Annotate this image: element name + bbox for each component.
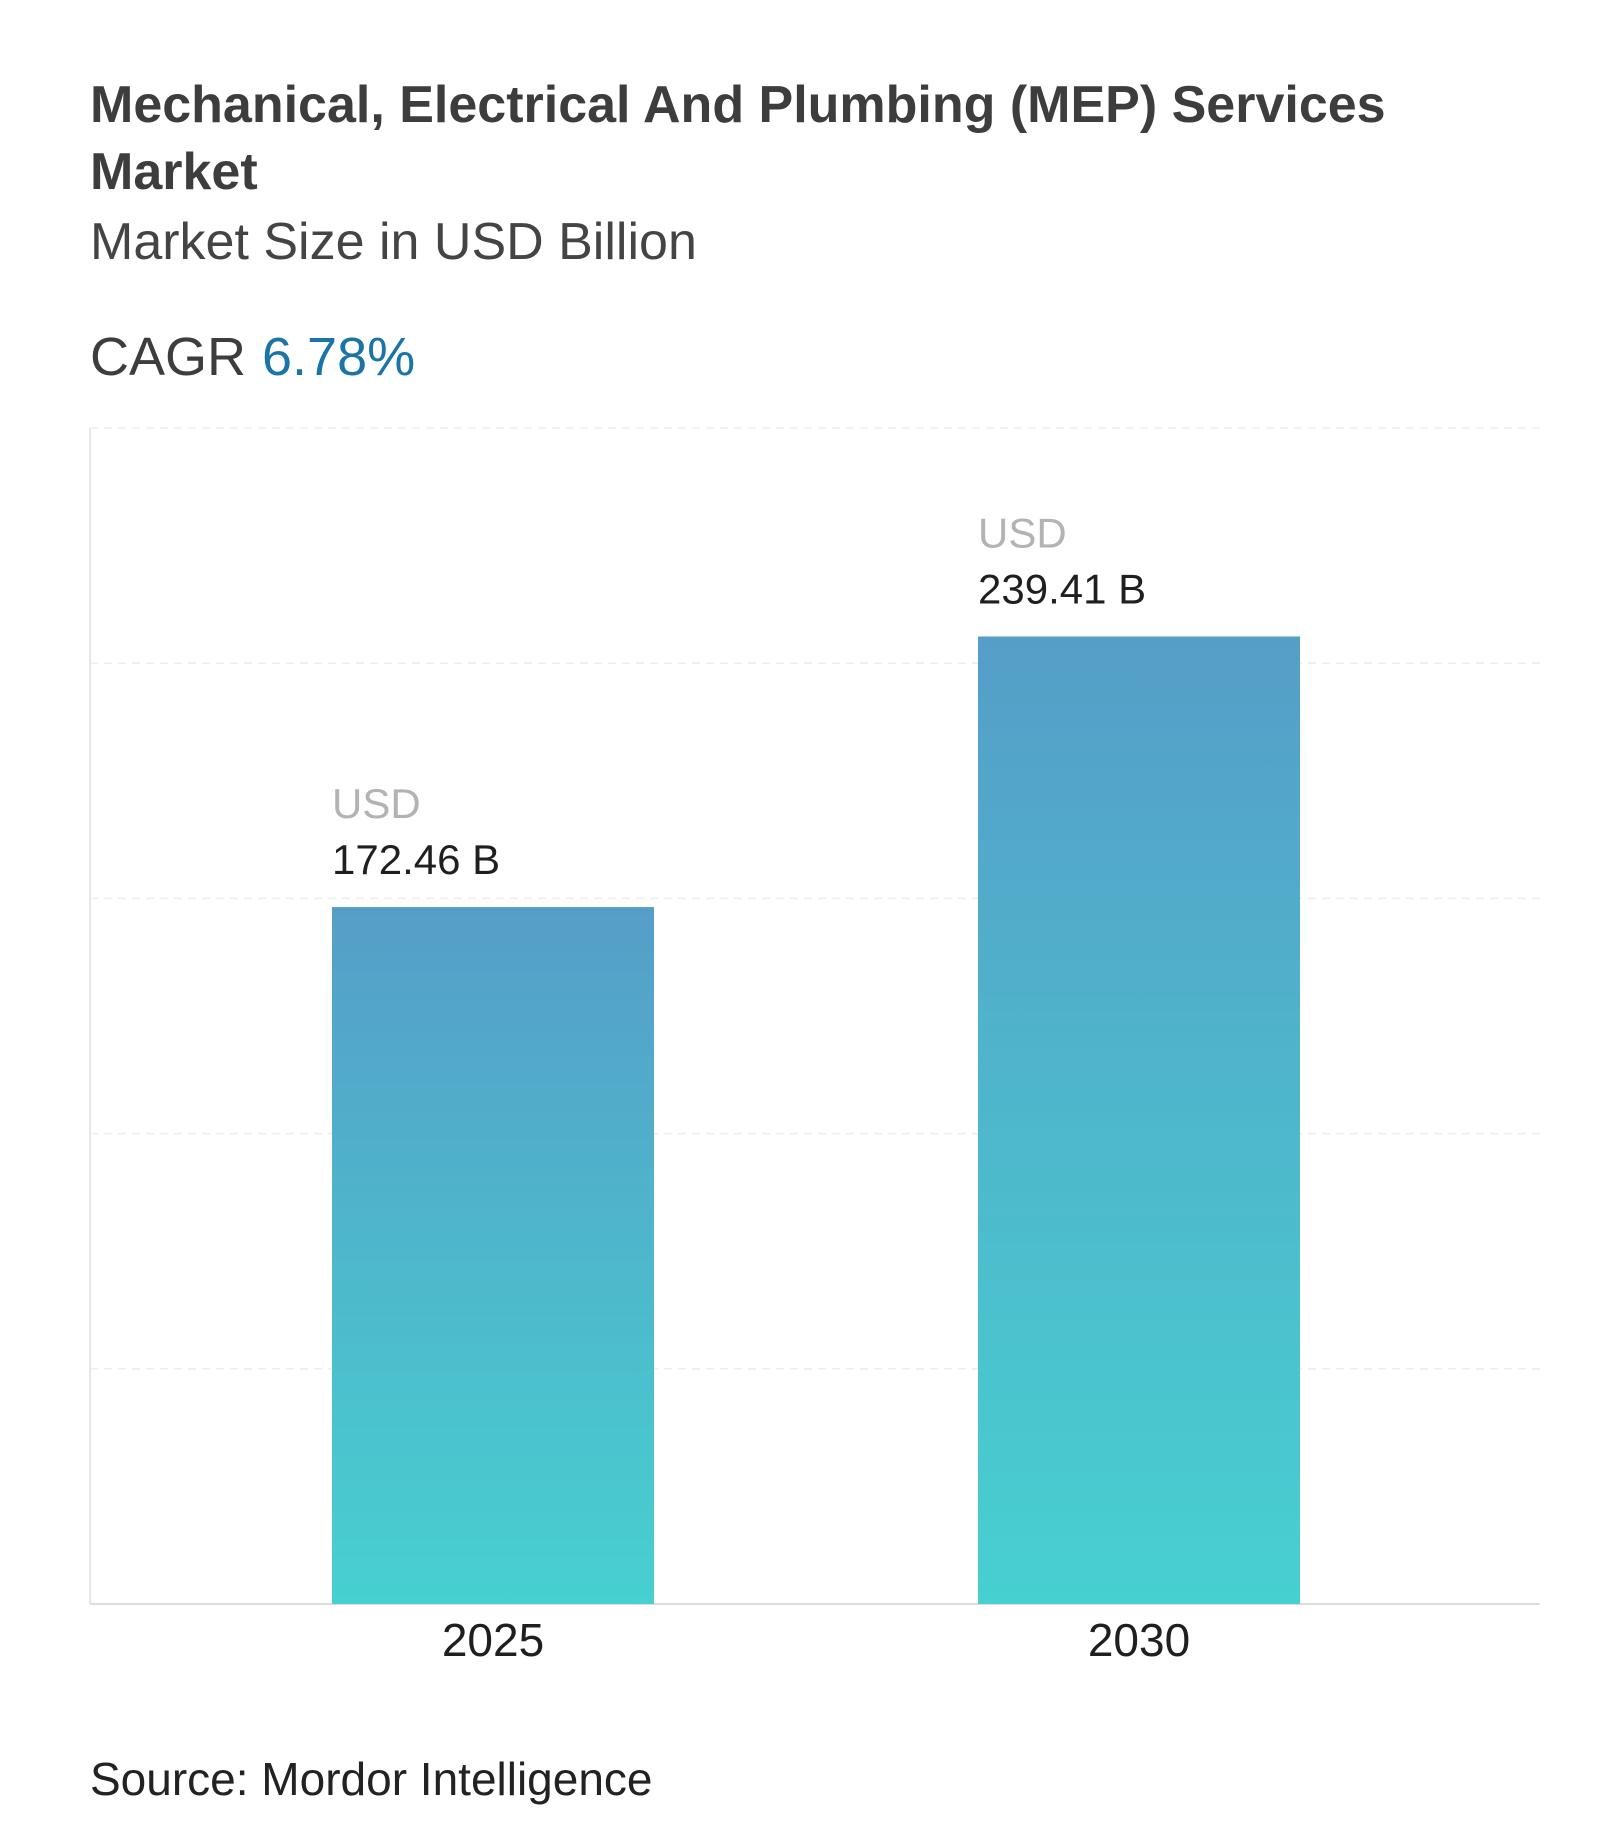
value-label: 172.46 B [332, 836, 500, 883]
source: Source: Mordor Intelligence [90, 1753, 653, 1805]
chart: 2025 USD 172.46 B 2030 USD 239.41 B [89, 427, 1540, 1666]
x-tick-label: 2025 [442, 1614, 544, 1666]
bar [332, 907, 654, 1604]
value-label: 239.41 B [978, 566, 1146, 613]
cagr: CAGR 6.78% [90, 326, 415, 388]
chart-title: Mechanical, Electrical And Plumbing (MEP… [90, 76, 1386, 201]
x-tick-label: 2030 [1088, 1614, 1190, 1666]
cagr-value: 6.78% [262, 327, 416, 387]
bar [978, 636, 1300, 1604]
cagr-label: CAGR [90, 327, 247, 387]
value-prefix: USD [332, 780, 421, 827]
value-prefix: USD [978, 510, 1067, 557]
chart-subtitle: Market Size in USD Billion [90, 213, 697, 271]
